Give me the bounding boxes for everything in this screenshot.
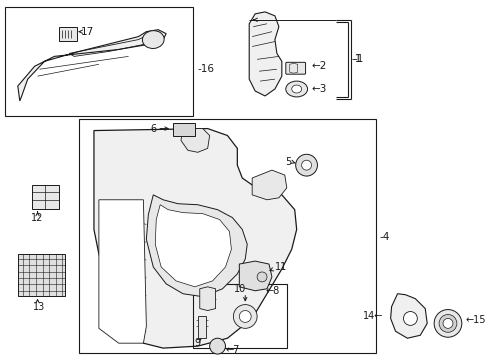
Polygon shape xyxy=(181,129,209,152)
Text: 17: 17 xyxy=(81,27,94,37)
Polygon shape xyxy=(252,170,286,200)
Polygon shape xyxy=(200,287,215,311)
Polygon shape xyxy=(390,294,427,338)
Circle shape xyxy=(301,160,311,170)
Polygon shape xyxy=(249,12,281,96)
Ellipse shape xyxy=(142,31,164,49)
Text: -1: -1 xyxy=(352,54,363,64)
Text: 11: 11 xyxy=(274,262,286,272)
Text: -16: -16 xyxy=(197,64,214,74)
Bar xyxy=(79,119,375,353)
Polygon shape xyxy=(155,205,231,287)
Text: 5: 5 xyxy=(285,157,291,167)
Text: ←15: ←15 xyxy=(465,315,485,325)
Circle shape xyxy=(403,311,416,325)
Text: ←8: ←8 xyxy=(264,286,279,296)
Polygon shape xyxy=(94,129,296,348)
Text: ←2: ←2 xyxy=(311,61,326,71)
Bar xyxy=(32,185,59,209)
Ellipse shape xyxy=(291,85,301,93)
Circle shape xyxy=(257,272,266,282)
Text: 14←: 14← xyxy=(363,311,383,321)
Circle shape xyxy=(233,305,257,328)
Bar xyxy=(197,316,205,338)
Polygon shape xyxy=(239,261,271,291)
Bar xyxy=(59,27,77,41)
Circle shape xyxy=(438,315,456,332)
FancyBboxPatch shape xyxy=(285,62,305,74)
Polygon shape xyxy=(99,200,146,343)
Circle shape xyxy=(442,319,452,328)
Text: 13: 13 xyxy=(33,302,45,312)
Circle shape xyxy=(433,310,461,337)
Bar xyxy=(192,284,286,348)
Circle shape xyxy=(209,338,225,354)
Text: ←3: ←3 xyxy=(311,84,326,94)
Text: 6: 6 xyxy=(150,123,156,134)
Text: 10: 10 xyxy=(234,284,246,294)
Bar xyxy=(5,7,192,116)
Polygon shape xyxy=(18,30,166,101)
Polygon shape xyxy=(146,195,247,297)
Circle shape xyxy=(295,154,317,176)
Text: 9: 9 xyxy=(194,338,201,348)
Text: 12: 12 xyxy=(31,212,44,222)
Circle shape xyxy=(239,311,251,323)
Bar xyxy=(173,123,194,136)
Ellipse shape xyxy=(285,81,307,97)
Text: -4: -4 xyxy=(379,232,389,242)
Bar xyxy=(18,254,65,296)
Text: ←7: ←7 xyxy=(225,345,239,355)
Text: -1: -1 xyxy=(350,54,361,64)
